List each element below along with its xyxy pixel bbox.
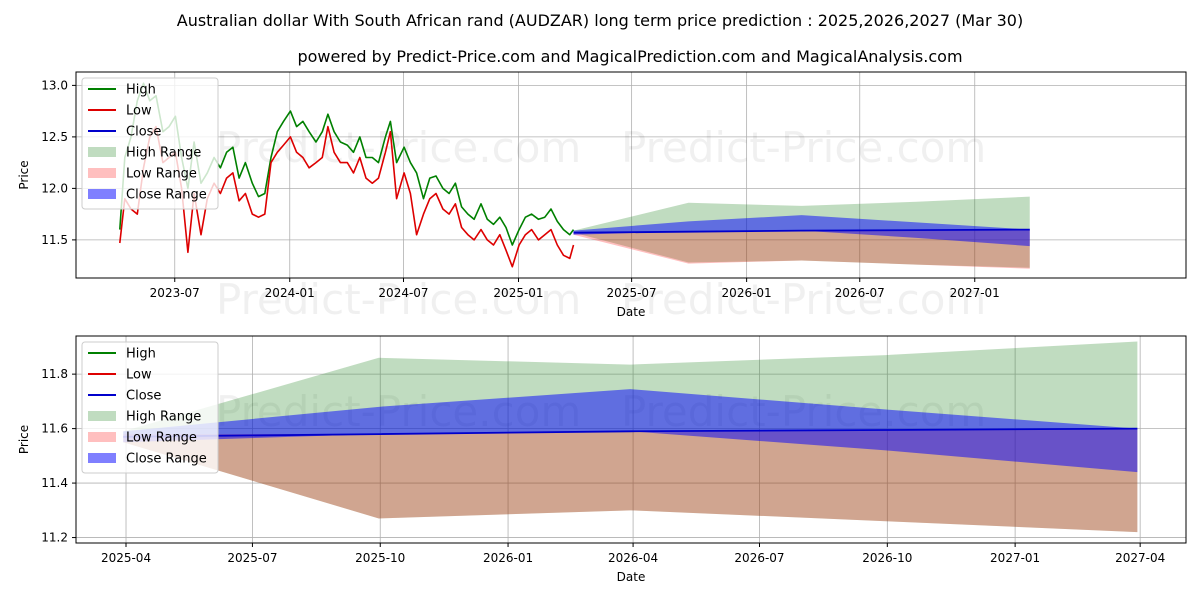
watermark-text: Predict-Price.com xyxy=(621,275,986,324)
y-tick-label: 12.0 xyxy=(41,181,68,195)
x-axis-label: Date xyxy=(617,305,646,319)
y-tick-label: 11.4 xyxy=(41,476,68,490)
y-axis-label: Price xyxy=(17,425,31,454)
legend: High Low Close High Range Low Range Close Ran… xyxy=(81,77,219,210)
high-range-band xyxy=(123,341,1138,533)
x-tick-label: 2024-07 xyxy=(378,286,428,300)
x-tick-label: 2027-04 xyxy=(1115,551,1165,565)
y-tick-label: 11.8 xyxy=(41,367,68,381)
legend-label-close-range: Close Range xyxy=(126,188,207,203)
y-tick-label: 12.5 xyxy=(41,130,68,144)
legend: High Low Close High Range Low Range Close Ran… xyxy=(81,341,219,474)
y-tick-label: 11.2 xyxy=(41,531,68,545)
legend-label-close: Close xyxy=(126,125,161,140)
y-tick-label: 11.6 xyxy=(41,422,68,436)
x-tick-label: 2025-04 xyxy=(101,551,151,565)
legend-swatch-close-range xyxy=(88,189,116,199)
legend-label-high: High xyxy=(126,83,156,98)
chart-title: Australian dollar With South African ran… xyxy=(177,11,1023,30)
x-tick-label: 2025-10 xyxy=(355,551,405,565)
high-range-band xyxy=(573,196,1030,268)
x-tick-label: 2025-01 xyxy=(493,286,543,300)
watermark-text: Predict-Price.com xyxy=(216,275,581,324)
legend-label-low-range: Low Range xyxy=(126,167,197,182)
legend-label-low-range: Low Range xyxy=(126,431,197,446)
x-tick-label: 2026-10 xyxy=(862,551,912,565)
legend-swatch-close-range xyxy=(88,453,116,463)
axes-frame xyxy=(75,71,1187,279)
low-range-band xyxy=(123,428,1138,533)
y-tick-label: 13.0 xyxy=(41,78,68,92)
legend-label-high: High xyxy=(126,347,156,362)
x-tick-label: 2027-01 xyxy=(990,551,1040,565)
chart-subtitle: powered by Predict-Price.com and Magical… xyxy=(297,47,962,66)
legend-label-low: Low xyxy=(126,104,152,119)
top-panel: Predict-Price.com Predict-Price.com Predic… xyxy=(17,71,1187,324)
y-axis-label: Price xyxy=(17,160,31,189)
x-tick-label: 2024-01 xyxy=(265,286,315,300)
x-tick-label: 2026-04 xyxy=(608,551,658,565)
legend-swatch-low-range xyxy=(88,168,116,178)
low-range-band xyxy=(573,229,1030,269)
legend-label-low: Low xyxy=(126,368,152,383)
legend-label-close: Close xyxy=(126,389,161,404)
close-series-line xyxy=(573,228,1030,234)
x-tick-label: 2026-01 xyxy=(722,286,772,300)
bottom-panel: Predict-Price.comPredict-Price.com2025-0… xyxy=(17,335,1187,584)
x-tick-label: 2026-01 xyxy=(483,551,533,565)
x-tick-label: 2023-07 xyxy=(150,286,200,300)
legend-label-close-range: Close Range xyxy=(126,452,207,467)
x-tick-label: 2025-07 xyxy=(227,551,277,565)
legend-swatch-high-range xyxy=(88,147,116,157)
y-tick-label: 11.5 xyxy=(41,233,68,247)
plot-area xyxy=(123,341,1138,533)
plot-area xyxy=(119,82,1030,269)
x-tick-label: 2027-01 xyxy=(950,286,1000,300)
legend-swatch-low-range xyxy=(88,432,116,442)
x-tick-label: 2026-07 xyxy=(835,286,885,300)
x-axis-label: Date xyxy=(617,570,646,584)
x-tick-label: 2025-07 xyxy=(607,286,657,300)
x-tick-label: 2026-07 xyxy=(734,551,784,565)
axes-frame xyxy=(75,335,1187,544)
legend-label-high-range: High Range xyxy=(126,410,201,425)
close-series-line xyxy=(123,427,1138,438)
legend-label-high-range: High Range xyxy=(126,146,201,161)
watermark-text: Predict-Price.com xyxy=(621,123,986,172)
legend-swatch-high-range xyxy=(88,411,116,421)
